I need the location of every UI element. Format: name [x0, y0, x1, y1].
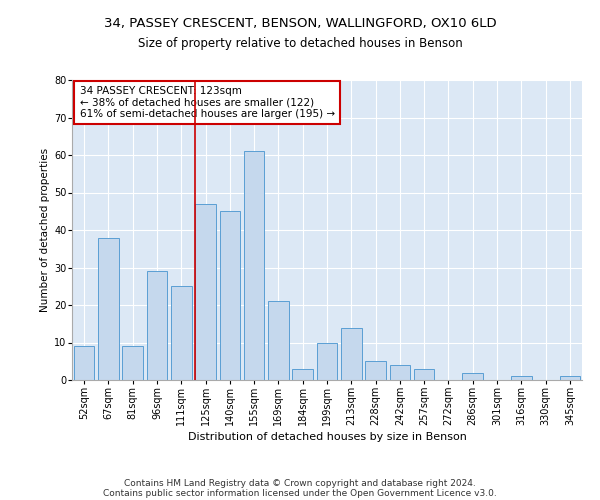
- Bar: [560, 376, 580, 380]
- Bar: [98, 238, 119, 380]
- Bar: [292, 369, 313, 380]
- Bar: [171, 286, 191, 380]
- Text: 34 PASSEY CRESCENT: 123sqm
← 38% of detached houses are smaller (122)
61% of sem: 34 PASSEY CRESCENT: 123sqm ← 38% of deta…: [80, 86, 335, 119]
- Bar: [74, 346, 94, 380]
- Y-axis label: Number of detached properties: Number of detached properties: [40, 148, 50, 312]
- Text: Contains public sector information licensed under the Open Government Licence v3: Contains public sector information licen…: [103, 488, 497, 498]
- Bar: [463, 372, 483, 380]
- Bar: [146, 271, 167, 380]
- Bar: [341, 328, 362, 380]
- Bar: [365, 361, 386, 380]
- Bar: [317, 342, 337, 380]
- Bar: [244, 151, 265, 380]
- Bar: [389, 365, 410, 380]
- Bar: [220, 211, 240, 380]
- Bar: [195, 204, 216, 380]
- Text: Contains HM Land Registry data © Crown copyright and database right 2024.: Contains HM Land Registry data © Crown c…: [124, 478, 476, 488]
- Bar: [414, 369, 434, 380]
- Bar: [511, 376, 532, 380]
- Text: 34, PASSEY CRESCENT, BENSON, WALLINGFORD, OX10 6LD: 34, PASSEY CRESCENT, BENSON, WALLINGFORD…: [104, 18, 496, 30]
- Text: Size of property relative to detached houses in Benson: Size of property relative to detached ho…: [137, 38, 463, 51]
- Bar: [122, 346, 143, 380]
- X-axis label: Distribution of detached houses by size in Benson: Distribution of detached houses by size …: [188, 432, 466, 442]
- Bar: [268, 301, 289, 380]
